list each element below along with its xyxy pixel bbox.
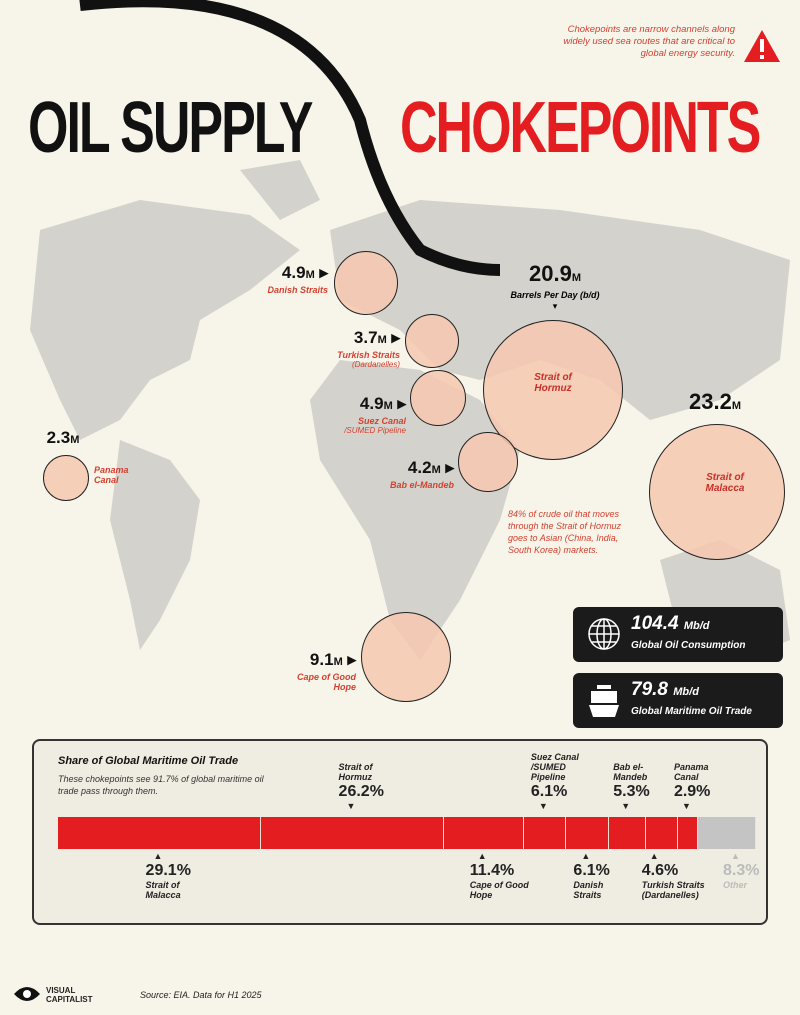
bar-segment-7 (677, 817, 699, 849)
bar-segment-8 (698, 817, 756, 849)
visual-capitalist-logo (14, 987, 40, 1001)
hormuz-name: Strait of Hormuz (534, 372, 572, 394)
bar-value: 6.1% (530, 783, 568, 800)
arrow-down-icon: ▼ (681, 801, 691, 811)
circle-bab-el-mandeb (458, 432, 518, 492)
bar-label-5: Bab el-Mandeb 5.3% ▼ (613, 762, 669, 811)
panama-name: Panama Canal (94, 465, 129, 485)
brand: VISUAL CAPITALIST (46, 986, 93, 1004)
bar-label-7: Panama Canal 2.9% ▼ (674, 762, 718, 811)
bar-category: Bab el-Mandeb (613, 762, 648, 782)
bar-value: 6.1% (573, 862, 610, 879)
stat-maritime-trade: 79.8 Mb/d Global Maritime Oil Trade (573, 673, 783, 728)
stat-global-consumption: 104.4 Mb/d Global Oil Consumption (573, 607, 783, 662)
arrow-down-icon: ▼ (538, 801, 548, 811)
bar-category: Other (723, 880, 748, 890)
circle-suez-canal (410, 370, 466, 426)
bar-label-2: ▲ 11.4% Cape of Good Hope (470, 851, 530, 900)
arrow-down-icon: ▼ (346, 801, 356, 811)
warning-triangle-icon (744, 30, 780, 62)
bar-value: 2.9% (673, 783, 711, 800)
malacca-name: Strait of Malacca (705, 472, 745, 494)
hormuz-note: 84% of crude oil that moves through the … (508, 509, 622, 555)
bar-label-3: Suez Canal /SUMED Pipeline 6.1% ▼ (531, 752, 583, 811)
arrow-up-icon: ▲ (153, 851, 163, 861)
bar-segment-1 (261, 817, 444, 849)
arrow-up-icon: ▲ (649, 851, 659, 861)
world-map (30, 0, 790, 660)
title-part2: CHOKEPOINTS (400, 87, 761, 169)
bar-category: Turkish Straits (Dardanelles) (641, 880, 705, 900)
bar-segment-2 (443, 817, 524, 849)
circle-cape-of-good-hope (361, 612, 451, 702)
bar-segment-3 (523, 817, 567, 849)
bar-value: 8.3% (723, 862, 760, 879)
bar-value: 4.6% (641, 862, 679, 879)
circle-strait-of-hormuz (483, 320, 623, 460)
arrow-up-icon: ▲ (477, 851, 487, 861)
bar-category: Danish Straits (573, 880, 604, 900)
bar-label-8: ▲ 8.3% Other (723, 851, 763, 890)
bar-category: Suez Canal /SUMED Pipeline (530, 752, 579, 782)
bar-category: Strait of Hormuz (338, 762, 373, 782)
label-danish-straits: 4.9M ▸ Danish Straits (267, 263, 328, 295)
bar-segment-4 (566, 817, 609, 849)
label-turkish-straits: 3.7M ▸ Turkish Straits (Dardanelles) (337, 328, 400, 369)
label-strait-of-malacca: 23.2M (689, 389, 741, 414)
circle-turkish-straits (405, 314, 459, 368)
globe-icon (588, 618, 620, 650)
bar-category: Panama Canal (673, 762, 709, 782)
bar-value: 29.1% (145, 862, 191, 879)
bar-value: 26.2% (338, 783, 384, 800)
bar-label-4: ▲ 6.1% Danish Straits (573, 851, 619, 900)
bar-segment-0 (58, 817, 262, 849)
arrow-up-icon: ▲ (581, 851, 591, 861)
label-suez-canal: 4.9M ▸ Suez Canal/SUMED Pipeline (344, 394, 406, 435)
title-part1: OIL SUPPLY (28, 87, 313, 169)
label-strait-of-hormuz: 20.9M Barrels Per Day (b/d) ▾ (510, 261, 600, 312)
bar-label-1: Strait of Hormuz 26.2% ▼ (339, 762, 399, 811)
circle-panama-canal (43, 455, 89, 501)
circle-strait-of-malacca (649, 424, 785, 560)
share-panel: Share of Global Maritime Oil Trade These… (32, 739, 768, 925)
bar-label-0: ▲ 29.1% Strait of Malacca (146, 851, 216, 900)
tanker-ship-icon (589, 685, 619, 717)
arrow-down-icon: ▼ (621, 801, 631, 811)
bar-label-6: ▲ 4.6% Turkish Straits (Dardanelles) (642, 851, 706, 900)
bar-value: 11.4% (469, 862, 515, 879)
bar-category: Strait of Malacca (145, 880, 181, 900)
bar-category: Cape of Good Hope (469, 880, 529, 900)
arrow-up-icon: ▲ (731, 851, 740, 861)
chart-title: Share of Global Maritime Oil Trade (58, 755, 239, 767)
label-cape-of-good-hope: 9.1M ▸ Cape of Good Hope (297, 650, 356, 692)
chart-subtitle: These chokepoints see 91.7% of global ma… (58, 774, 264, 796)
label-bab-el-mandeb: 4.2M ▸ Bab el-Mandeb (389, 458, 454, 490)
bar-value: 5.3% (613, 783, 650, 800)
circle-danish-straits (334, 251, 398, 315)
bar-segment-6 (645, 817, 678, 849)
source: Source: EIA. Data for H1 2025 (140, 990, 262, 1000)
intro-note: Chokepoints are narrow channels along wi… (563, 24, 735, 59)
bar-segment-5 (608, 817, 646, 849)
oil-splash-decoration (79, 0, 501, 276)
label-panama-canal: 2.3M (46, 428, 80, 447)
